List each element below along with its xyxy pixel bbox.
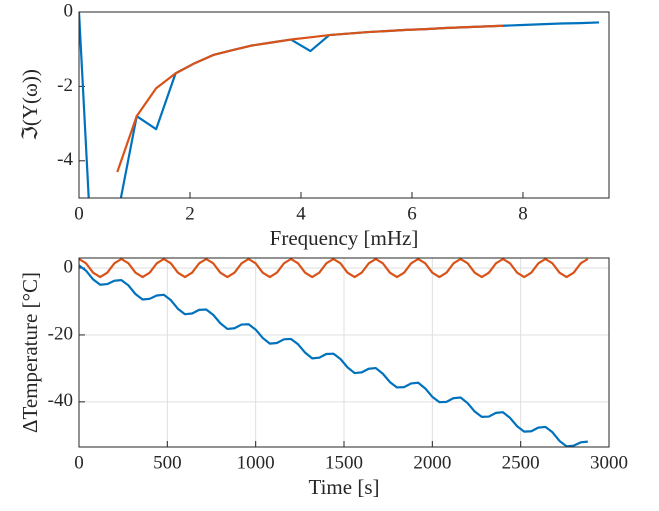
x-tick-label: 4 <box>296 203 306 224</box>
x-axis-label: Time [s] <box>309 475 380 499</box>
x-tick-label: 2 <box>185 203 195 224</box>
y-tick-label: -4 <box>57 149 73 170</box>
y-tick-label: -40 <box>48 390 73 411</box>
x-tick-label: 6 <box>407 203 417 224</box>
x-tick-label: 3000 <box>590 452 628 473</box>
axes-frame <box>78 11 610 199</box>
series-line <box>79 264 588 447</box>
y-tick-label: -2 <box>57 75 73 96</box>
x-axis-label: Frequency [mHz] <box>270 226 419 250</box>
axes-frame <box>78 257 610 448</box>
x-tick-label: 2500 <box>502 452 540 473</box>
y-tick-label: -20 <box>48 323 73 344</box>
axes: -4 -2 0 0 2 4 6 8 Frequency [mHz] ℑ(Y(ω)) <box>18 0 610 250</box>
x-tick-label: 1500 <box>325 452 363 473</box>
x-tick-label: 0 <box>74 452 84 473</box>
x-tick-label: 1000 <box>237 452 275 473</box>
y-axis-label: ℑ(Y(ω)) <box>18 69 42 141</box>
y-tick-label: 0 <box>64 0 74 21</box>
axes: -40 -20 0 0 500 1000 1500 2000 2500 3000 Time [s] Δ… <box>18 256 628 498</box>
x-tick-label: 500 <box>153 452 182 473</box>
series-line <box>79 258 589 279</box>
plot-area <box>79 12 609 198</box>
x-tick-label: 0 <box>74 203 84 224</box>
x-tick-label: 8 <box>518 203 528 224</box>
series-line <box>116 24 504 173</box>
y-axis-label: ΔTemperature [°C] <box>18 272 42 433</box>
y-tick-label: 0 <box>64 256 74 277</box>
x-tick-label: 2000 <box>413 452 451 473</box>
